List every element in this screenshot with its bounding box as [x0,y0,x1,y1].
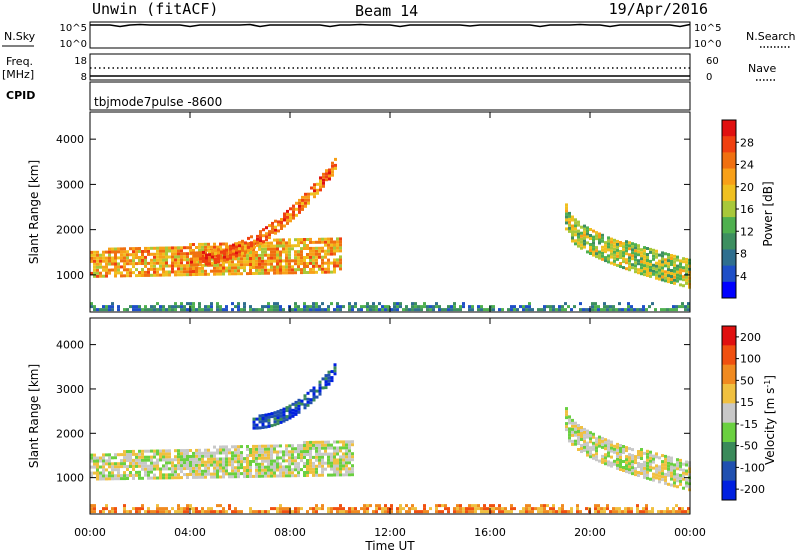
freq-label: Freq. [6,55,33,68]
velocity-ylabel: Slant Range [km] [27,364,41,468]
xtick-label: 04:00 [174,526,206,539]
velocity-colorbar-tick-label: -200 [740,483,765,496]
xtick-label: 08:00 [274,526,306,539]
velocity-colorbar-swatch [722,403,736,424]
cpid-label: CPID [6,89,35,102]
velocity-colorbar-swatch [722,364,736,385]
velocity-colorbar-tick-label: -15 [740,418,758,431]
velocity-ytick-label: 3000 [56,383,84,396]
power-y-axis: 1000 2000 3000 4000 [56,133,690,282]
power-colorbar-swatch [722,152,736,170]
velocity-x-ticks [89,318,691,514]
velocity-ytick-label: 2000 [56,427,84,440]
power-colorbar: 4 8 12 16 20 24 28 [721,119,754,299]
power-ylabel: Slant Range [km] [27,160,41,264]
nsearch-label: N.Search [746,30,796,43]
freq-tick-bottom: 8 [81,72,87,83]
power-colorbar-swatch [722,249,736,267]
power-colorbar-tick-label: 8 [740,248,747,261]
time-axis-labels: 00:00 04:00 08:00 12:00 16:00 20:00 00:00 [74,526,706,539]
power-ytick-label: 4000 [56,133,84,146]
nave-tick-bottom: 0 [706,72,712,83]
cpid-text: tbjmode7pulse -8600 [94,95,222,109]
velocity-y-axis: 1000 2000 3000 4000 [56,339,690,485]
velocity-colorbar-frame [721,325,737,501]
velocity-heatmap [90,363,691,514]
power-colorbar-swatch [722,233,736,250]
date-title: 19/Apr/2016 [609,0,708,18]
freq-panel [89,53,691,81]
noise-tick-bottom-right: 10^0 [694,39,721,50]
power-colorbar-swatch [722,200,736,218]
velocity-colorbar-swatch [722,461,736,482]
station-title: Unwin (fitACF) [92,0,218,18]
noise-tick-top-right: 10^5 [694,23,721,34]
velocity-ytick-label: 4000 [56,339,84,352]
power-ytick-label: 2000 [56,224,84,237]
velocity-colorbar-swatch [722,422,736,443]
velocity-colorbar-tick-label: 200 [740,331,761,344]
power-panel-frame [89,111,691,313]
power-colorbar-swatch [722,168,736,186]
power-colorbar-swatch [722,281,736,299]
velocity-colorbar-swatch [722,326,736,346]
power-heatmap [90,157,691,312]
power-x-ticks [89,112,691,312]
freq-unit-label: [MHz] [2,68,34,81]
power-colorbar-tick-label: 4 [740,270,747,283]
power-ytick-label: 3000 [56,178,84,191]
power-colorbar-swatch [722,184,736,202]
cpid-panel [89,81,691,111]
power-colorbar-tick-label: 28 [740,136,754,149]
velocity-colorbar-label: Velocity [m s-1] [763,375,777,465]
power-colorbar-swatch [722,136,736,153]
freq-tick-top: 18 [74,56,87,67]
velocity-colorbar-tick-label: 100 [740,353,761,366]
power-colorbar-swatch [722,265,736,283]
xtick-label: 00:00 [74,526,106,539]
velocity-colorbar: 200 100 50 15 -15 -50 -100 -200 [721,325,765,501]
power-colorbar-tick-label: 20 [740,181,754,194]
noise-tick-top-left: 10^5 [60,23,87,34]
power-colorbar-tick-label: 16 [740,203,754,216]
beam-title: Beam 14 [355,2,418,20]
power-colorbar-tick-label: 24 [740,159,754,172]
velocity-ytick-label: 1000 [56,472,84,485]
velocity-colorbar-tick-label: 50 [740,374,754,387]
power-colorbar-swatch [722,217,736,234]
velocity-colorbar-swatch [722,442,736,462]
velocity-colorbar-swatch [722,345,736,366]
xtick-label: 00:00 [674,526,706,539]
velocity-colorbar-swatch [722,480,736,501]
nave-label: Nave [748,62,776,75]
velocity-colorbar-tick-label: 15 [740,396,754,409]
velocity-panel-frame [89,317,691,515]
nsky-label: N.Sky [4,30,36,43]
xaxis-title: Time UT [364,539,415,553]
power-ytick-label: 1000 [56,269,84,282]
noise-tick-bottom-left: 10^0 [60,39,87,50]
power-colorbar-swatch [722,120,736,137]
xtick-label: 12:00 [374,526,406,539]
noise-trace [90,23,691,28]
velocity-colorbar-swatch [722,384,736,404]
xtick-label: 20:00 [574,526,606,539]
noise-panel [89,21,691,49]
velocity-colorbar-tick-label: -50 [740,440,758,453]
power-colorbar-label: Power [dB] [761,181,775,246]
velocity-colorbar-tick-label: -100 [740,461,765,474]
xtick-label: 16:00 [474,526,506,539]
power-colorbar-tick-label: 12 [740,225,754,238]
nave-tick-top: 60 [706,56,719,67]
